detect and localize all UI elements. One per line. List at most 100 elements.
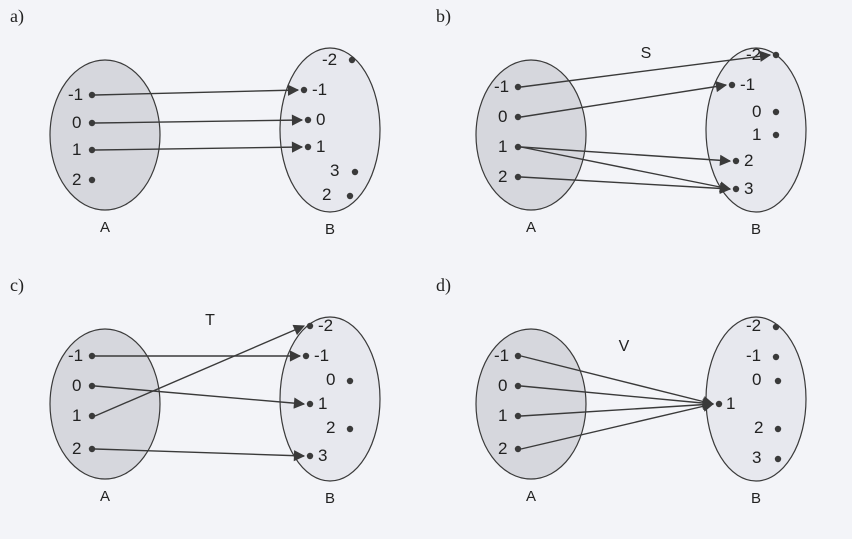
set-A-value: 1 (72, 140, 81, 159)
set-A-label: A (100, 219, 110, 236)
set-B-dot (301, 87, 307, 93)
set-A-dot (515, 84, 521, 90)
set-A-value: -1 (68, 85, 83, 104)
set-B-value: 1 (318, 394, 327, 413)
set-B-value: -2 (322, 50, 337, 69)
set-B-value: 1 (726, 394, 735, 413)
set-A-ellipse (476, 329, 586, 479)
set-A-dot (89, 120, 95, 126)
set-A-ellipse (50, 60, 160, 210)
set-B-dot (733, 158, 739, 164)
question-label-d: d) (436, 275, 451, 296)
set-A-value: 1 (72, 406, 81, 425)
set-A-value: -1 (494, 346, 509, 365)
set-A-label: A (100, 488, 110, 505)
set-B-dot (307, 323, 313, 329)
set-A-dot (515, 413, 521, 419)
set-B-value: -1 (740, 75, 755, 94)
set-A-ellipse (50, 329, 160, 479)
set-A-value: 1 (498, 137, 507, 156)
set-A-dot (89, 446, 95, 452)
set-B-value: 3 (318, 446, 327, 465)
set-A-value: 1 (498, 406, 507, 425)
set-B-dot (773, 132, 779, 138)
set-A-value: 2 (72, 170, 81, 189)
set-A-value: 2 (498, 439, 507, 458)
set-B-dot (775, 378, 781, 384)
set-B-label: B (751, 221, 761, 238)
set-A-dot (89, 147, 95, 153)
set-B-value: -1 (746, 346, 761, 365)
set-B-dot (307, 401, 313, 407)
set-A-value: 0 (498, 107, 507, 126)
set-A-dot (89, 353, 95, 359)
set-B-value: 0 (752, 102, 761, 121)
set-B-value: -2 (746, 45, 761, 64)
set-B-value: 3 (752, 448, 761, 467)
set-B-value: -1 (314, 346, 329, 365)
set-B-value: 2 (754, 418, 763, 437)
relation-label: V (619, 338, 630, 355)
set-A-value: 0 (498, 376, 507, 395)
set-A-value: 2 (72, 439, 81, 458)
mapping-diagram: ABV-1012-2-10123 (426, 269, 852, 538)
set-B-dot (305, 144, 311, 150)
set-B-value: 2 (322, 185, 331, 204)
set-A-ellipse (476, 60, 586, 210)
set-B-value: 3 (744, 179, 753, 198)
question-label-b: b) (436, 6, 451, 27)
set-B-dot (716, 401, 722, 407)
set-B-ellipse (280, 317, 380, 481)
set-B-dot (352, 169, 358, 175)
panel-b: b)ABS-1012-2-10123 (426, 0, 852, 269)
relation-label: S (641, 45, 652, 62)
set-A-dot (515, 353, 521, 359)
set-A-value: 0 (72, 113, 81, 132)
set-B-value: 0 (326, 370, 335, 389)
set-A-dot (515, 383, 521, 389)
mapping-diagram: ABS-1012-2-10123 (426, 0, 852, 269)
set-A-value: 2 (498, 167, 507, 186)
set-A-dot (515, 144, 521, 150)
set-B-dot (349, 57, 355, 63)
set-B-dot (347, 426, 353, 432)
set-B-value: 2 (744, 151, 753, 170)
set-A-dot (515, 114, 521, 120)
set-B-value: 1 (752, 125, 761, 144)
set-B-value: 2 (326, 418, 335, 437)
set-B-dot (307, 453, 313, 459)
panel-d: d)ABV-1012-2-10123 (426, 269, 852, 538)
set-B-label: B (325, 490, 335, 507)
question-label-a: a) (10, 6, 24, 27)
set-B-value: -1 (312, 80, 327, 99)
set-B-value: -2 (318, 316, 333, 335)
set-B-value: -2 (746, 316, 761, 335)
set-B-dot (773, 324, 779, 330)
set-B-label: B (325, 221, 335, 238)
set-A-dot (89, 413, 95, 419)
set-B-dot (303, 353, 309, 359)
set-B-dot (305, 117, 311, 123)
relation-label: T (205, 312, 215, 329)
set-B-dot (773, 109, 779, 115)
set-A-dot (515, 446, 521, 452)
set-B-label: B (751, 490, 761, 507)
set-B-value: 0 (752, 370, 761, 389)
set-B-value: 1 (316, 137, 325, 156)
panel-c: c) A B T -1 0 1 2 -2 -1 0 1 2 3 (0, 269, 426, 538)
set-A-label: A (526, 488, 536, 505)
set-B-dot (773, 354, 779, 360)
set-A-value: 0 (72, 376, 81, 395)
set-A-dot (89, 92, 95, 98)
set-B-dot (347, 193, 353, 199)
set-A-dot (89, 383, 95, 389)
set-B-dot (775, 456, 781, 462)
set-A-value: -1 (68, 346, 83, 365)
mapping-diagram: A B T -1 0 1 2 -2 -1 0 1 2 3 (0, 269, 426, 538)
question-label-c: c) (10, 275, 24, 296)
set-B-dot (729, 82, 735, 88)
set-B-value: 0 (316, 110, 325, 129)
set-B-dot (773, 52, 779, 58)
set-B-dot (733, 186, 739, 192)
set-A-label: A (526, 219, 536, 236)
